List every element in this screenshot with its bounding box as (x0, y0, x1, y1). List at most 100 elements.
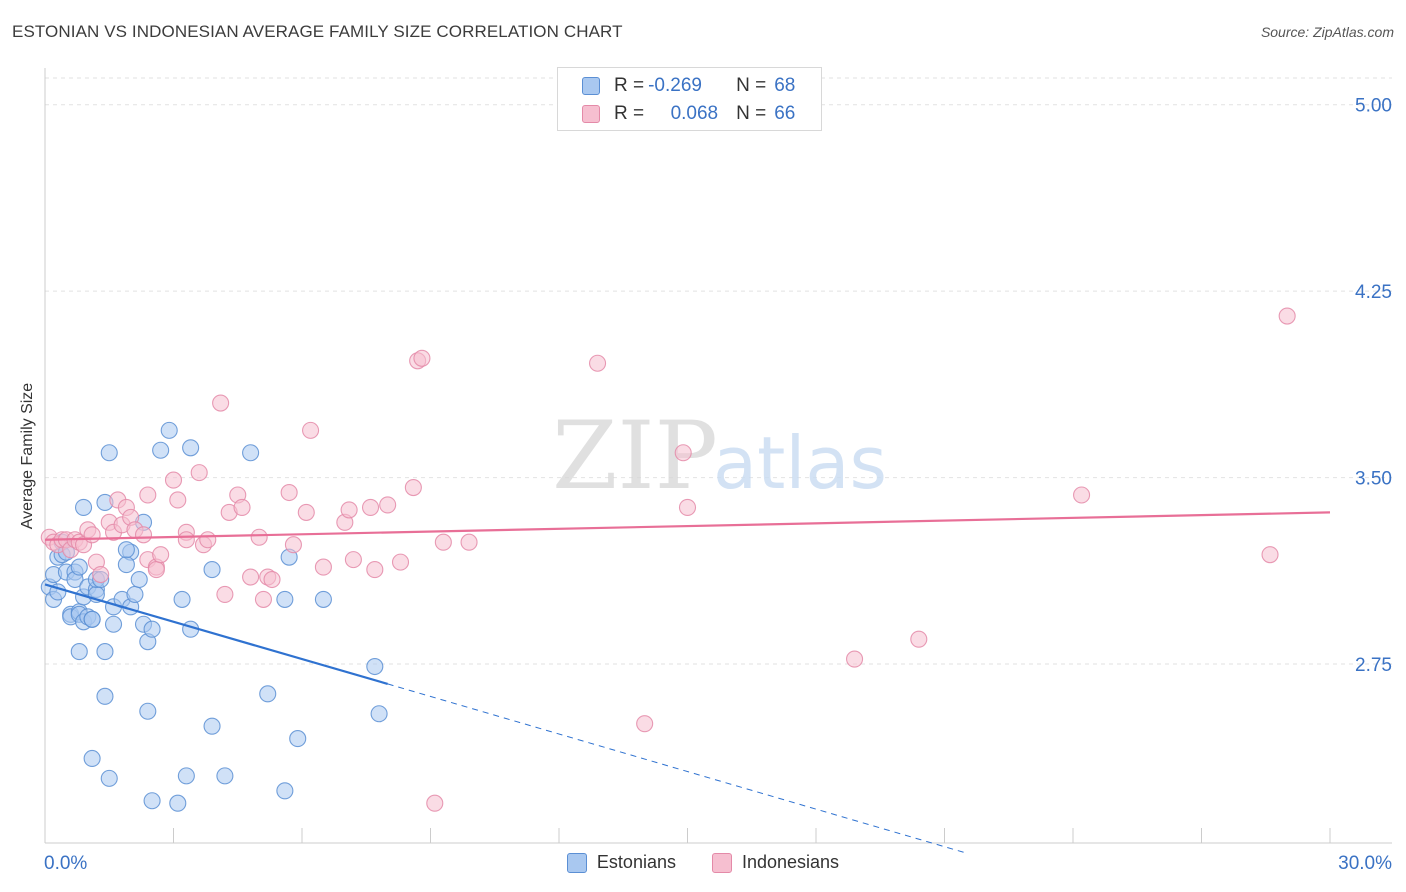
data-points (40, 307, 1296, 812)
indonesian-point (212, 394, 230, 412)
estonians-legend-swatch (566, 852, 587, 873)
indonesians-swatch (582, 105, 600, 123)
indonesian-point (1073, 486, 1091, 504)
indonesian-point (910, 630, 928, 648)
watermark-atlas: atlas (713, 421, 887, 505)
estonian-point (70, 643, 88, 661)
indonesian-point (340, 501, 358, 519)
y-tick-label: 2.75 (1355, 655, 1392, 676)
indonesian-point (674, 444, 692, 462)
estonian-point (216, 767, 234, 785)
estonian-point (289, 730, 307, 748)
estonian-point (100, 769, 118, 787)
indonesian-point (344, 551, 362, 569)
n-value-indonesians: 66 (774, 103, 796, 124)
estonians-swatch (582, 77, 600, 95)
estonian-point (177, 767, 195, 785)
estonians-legend-label: Estonians (596, 852, 676, 872)
estonian-point (70, 558, 88, 576)
indonesians-legend-label: Indonesians (741, 852, 840, 872)
estonians-trend-extension (387, 683, 967, 854)
indonesian-point (588, 354, 607, 372)
indonesian-point (83, 526, 101, 544)
indonesian-point (147, 561, 165, 579)
estonian-point (152, 441, 170, 459)
x-tick-label: 0.0% (44, 853, 87, 874)
indonesian-point (366, 561, 384, 579)
indonesian-point (404, 478, 422, 497)
indonesian-point (413, 349, 431, 367)
chart-title: ESTONIAN VS INDONESIAN AVERAGE FAMILY SI… (12, 22, 623, 41)
estonian-point (182, 439, 200, 457)
estonian-point (370, 705, 388, 723)
indonesian-point (379, 496, 397, 514)
indonesian-point (164, 471, 183, 489)
estonian-point (104, 615, 123, 633)
estonian-point (160, 421, 178, 439)
estonian-point (169, 794, 187, 812)
indonesian-point (139, 486, 157, 504)
estonian-point (242, 444, 260, 462)
estonian-point (117, 541, 135, 559)
source-label: Source: ZipAtlas.com (1260, 24, 1394, 40)
indonesian-point (199, 531, 217, 549)
estonian-point (366, 657, 384, 676)
estonian-point (96, 643, 114, 661)
axes (44, 68, 1392, 844)
indonesian-point (361, 498, 380, 516)
indonesian-point (314, 558, 332, 576)
r-label: R = (614, 75, 645, 96)
indonesian-point (177, 531, 195, 549)
legend-row-estonians: R = -0.269 N = 68 (582, 74, 795, 98)
watermark-zip: ZIP (552, 402, 718, 511)
indonesian-point (216, 585, 234, 603)
legend-row-indonesians: R = 0.068 N = 66 (582, 102, 795, 126)
indonesian-point (434, 533, 452, 551)
tick-labels: 2.75 3.50 4.25 5.00 0.0% 30.0% (44, 96, 1392, 874)
estonian-point (173, 590, 191, 608)
n-label: N = (736, 75, 767, 96)
r-value-indonesians: 0.068 (670, 103, 719, 124)
x-tick-label: 30.0% (1338, 853, 1392, 874)
trend-lines (44, 511, 1331, 854)
estonian-point (276, 782, 294, 800)
estonian-point (96, 687, 114, 705)
estonian-point (117, 556, 135, 574)
estonian-point (126, 585, 144, 603)
y-tick-label: 3.50 (1355, 469, 1392, 490)
indonesian-point (1261, 546, 1279, 564)
series-legend: Estonians Indonesians (0, 852, 1406, 873)
n-label: N = (736, 103, 767, 124)
indonesian-point (233, 498, 251, 516)
indonesian-point (242, 568, 260, 586)
n-value-estonians: 68 (774, 75, 796, 96)
estonian-point (143, 620, 161, 638)
estonians-trend-line (44, 583, 388, 685)
indonesian-point (845, 650, 864, 668)
indonesian-point (280, 483, 298, 502)
legend-item-indonesians[interactable]: Indonesians (711, 852, 840, 873)
indonesian-point (302, 421, 320, 439)
indonesian-point (254, 590, 273, 608)
estonian-point (314, 590, 332, 608)
indonesian-point (152, 546, 170, 564)
r-label: R = (614, 103, 645, 124)
indonesian-point (297, 503, 315, 521)
indonesian-point (190, 464, 208, 482)
y-tick-label: 4.25 (1355, 282, 1392, 303)
estonian-point (203, 717, 221, 735)
r-value-estonians: -0.269 (648, 75, 702, 96)
indonesian-point (426, 794, 444, 812)
estonian-point (75, 498, 93, 516)
indonesians-trend-line (44, 511, 1331, 541)
indonesians-legend-swatch (711, 852, 732, 873)
estonian-point (100, 444, 118, 462)
indonesian-point (1278, 307, 1296, 325)
indonesian-point (460, 533, 478, 551)
indonesian-point (169, 491, 187, 509)
legend-item-estonians[interactable]: Estonians (566, 852, 676, 873)
indonesian-point (134, 526, 153, 544)
indonesian-point (263, 570, 281, 589)
correlation-legend: R = -0.269 N = 68 R = 0.068 N = 66 (557, 67, 822, 131)
indonesian-point (92, 565, 110, 584)
